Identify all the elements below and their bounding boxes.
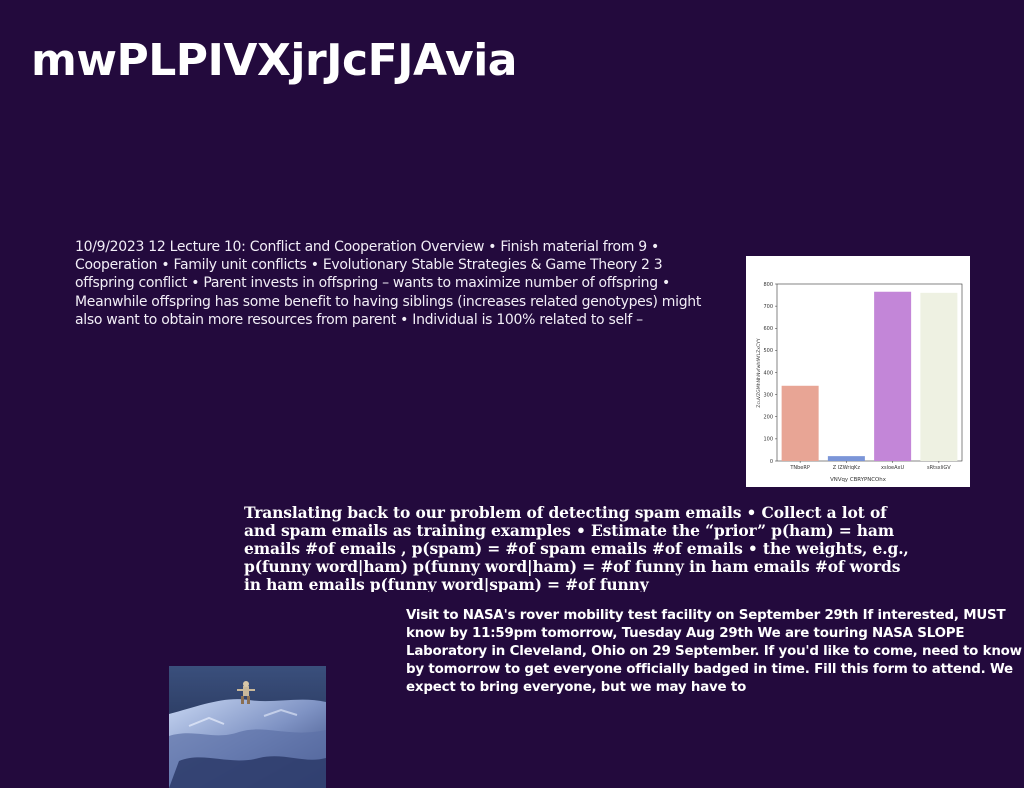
lunar-landscape-icon [169,666,326,788]
y-tick-label: 300 [763,392,773,398]
bar-chart: 0 100 200 300 400 500 600 700 800 TNbeRP Z IZWriqK… [746,256,970,487]
y-tick-label: 0 [770,459,773,465]
x-tick-label: Z IZWriqKz [833,465,861,471]
lecture-notes-text: 10/9/2023 12 Lecture 10: Conflict and Co… [75,239,702,328]
y-tick-label: 500 [763,348,773,354]
bar-chart-svg: 0 100 200 300 400 500 600 700 800 TNbeRP Z IZWriqK… [756,282,963,483]
bar-3 [920,292,958,461]
y-tick-label: 800 [763,282,773,288]
bar-1 [827,456,865,461]
bar-0 [781,385,819,461]
lunar-landscape-image [169,666,326,788]
bar-2 [874,291,912,461]
slide-title: mwPLPIVXjrJcFJAvia [31,35,517,86]
nasa-visit-announcement: Visit to NASA's rover mobility test faci… [406,608,1022,695]
x-axis-label: VNVqy CBRYPNCOhx [830,477,887,483]
y-tick-label: 100 [763,437,773,443]
x-tick-label: TNbeRP [789,465,810,471]
y-tick-label: 200 [763,415,773,421]
y-tick-label: 600 [763,326,773,332]
y-axis-label: ZcuVZGMhNhNvfwhfAfLZxCYY [756,338,762,408]
x-tick-label: sRtsxliGV [927,465,951,471]
x-tick-label: xsloeAxU [881,465,904,471]
spam-detection-text: Translating back to our problem of detec… [244,504,909,592]
y-tick-label: 700 [763,304,773,310]
y-tick-label: 400 [763,370,773,376]
